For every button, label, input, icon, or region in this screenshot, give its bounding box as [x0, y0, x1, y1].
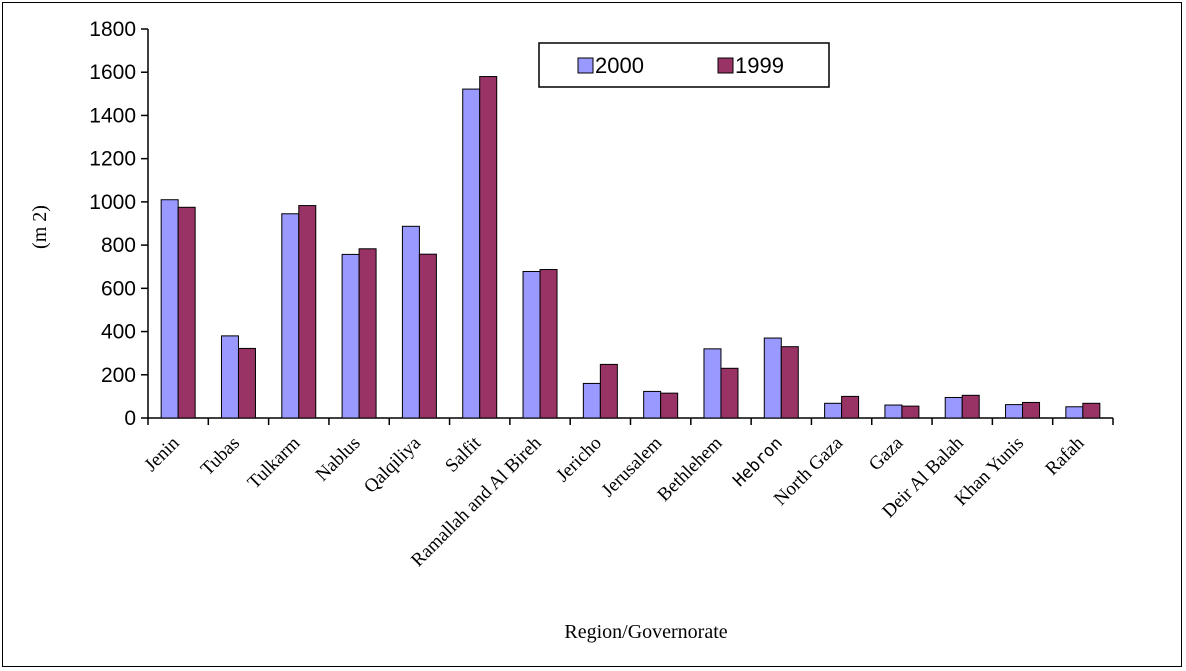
x-tick-label-group: Nablus — [312, 433, 365, 486]
bar-1999-jerusalem — [660, 392, 679, 419]
bar-1999-tulkarm — [298, 205, 317, 419]
y-tick-label: 1200 — [89, 148, 136, 171]
bar-1999-gaza — [901, 405, 920, 419]
x-tick-label: Nablus — [312, 433, 365, 486]
y-axis-title: (m 2) — [29, 205, 51, 249]
bar-2000-qalqiliya — [401, 225, 420, 419]
x-tick-label-group: Tubas — [197, 433, 244, 480]
x-tick-label-group: Rafah — [1041, 432, 1088, 479]
y-tick-label: 400 — [101, 321, 136, 344]
bar-2000-jericho — [582, 382, 601, 419]
x-tick-label: Salfit — [441, 432, 485, 476]
bar-1999-nablus — [358, 248, 377, 419]
x-tick-label-group: Bethlehem — [653, 433, 726, 506]
bar-1999-hebron — [780, 346, 799, 419]
legend-swatch-2000 — [577, 57, 594, 74]
x-tick-label: Jenin — [140, 432, 184, 476]
x-tick-label: Rafah — [1041, 432, 1088, 479]
x-tick-label: Gaza — [865, 432, 908, 475]
x-tick-label: Hebron — [729, 433, 787, 491]
legend: 2000 1999 — [538, 42, 830, 88]
x-tick-label: Tulkarm — [244, 433, 305, 494]
y-axis: 0 200 400 600 800 1000 1200 1400 1600 1800 — [89, 18, 149, 430]
bar-2000-jerusalem — [643, 390, 662, 419]
y-tick-label: 1000 — [89, 191, 136, 214]
bar-2000-tulkarm — [281, 213, 300, 419]
y-tick-label: 200 — [101, 364, 136, 387]
x-tick-label: Bethlehem — [653, 433, 726, 506]
y-tick-label: 1800 — [89, 18, 136, 41]
bars — [160, 76, 1101, 419]
bar-2000-khan-yunis — [1005, 404, 1024, 419]
bar-1999-north-gaza — [841, 395, 860, 419]
bar-2000-gaza — [884, 404, 903, 419]
x-tick-label-group: Hebron — [729, 433, 787, 491]
bar-1999-salfit — [479, 76, 498, 419]
bar-1999-khan-yunis — [1022, 401, 1041, 419]
bar-1999-jenin — [177, 206, 196, 419]
bar-2000-bethlehem — [703, 348, 722, 419]
y-axis-title-text: (m 2) — [29, 205, 51, 249]
bar-2000-deir-al-balah — [944, 396, 963, 419]
x-tick-label: Tubas — [197, 433, 244, 480]
x-tick-label: Jericho — [552, 433, 606, 487]
bar-2000-salfit — [462, 88, 481, 419]
bar-2000-jenin — [160, 199, 179, 419]
bar-1999-qalqiliya — [418, 253, 437, 419]
x-tick-label-group: Tulkarm — [244, 433, 305, 494]
bar-2000-north-gaza — [824, 402, 843, 419]
x-tick-label-group: Salfit — [441, 432, 485, 476]
bar-1999-tubas — [237, 347, 256, 419]
x-axis-title: Region/Governorate — [564, 621, 727, 643]
y-tick-label: 600 — [101, 277, 136, 300]
x-tick-label-group: Qalqiliya — [360, 432, 425, 497]
bar-1999-jericho — [599, 363, 618, 419]
y-tick-label: 1400 — [89, 104, 136, 127]
y-tick-label: 1600 — [89, 61, 136, 84]
y-tick-label: 0 — [124, 407, 136, 430]
x-tick-label-group: Gaza — [865, 432, 908, 475]
bar-1999-bethlehem — [720, 367, 739, 419]
legend-swatch-1999 — [717, 57, 734, 74]
bar-1999-rafah — [1082, 402, 1101, 419]
x-tick-label-group: Jericho — [552, 433, 606, 487]
bar-2000-tubas — [220, 335, 239, 419]
bar-2000-nablus — [341, 253, 360, 419]
bar-2000-rafah — [1065, 406, 1084, 419]
legend-label-1999: 1999 — [735, 53, 784, 78]
x-tick-label-group: Jenin — [140, 432, 184, 476]
bar-1999-ramallah-and-al-bireh — [539, 269, 558, 419]
legend-label-2000: 2000 — [595, 53, 644, 78]
bar-2000-ramallah-and-al-bireh — [522, 270, 541, 419]
bar-1999-deir-al-balah — [961, 394, 980, 419]
y-tick-label: 800 — [101, 234, 136, 257]
x-tick-label: Qalqiliya — [360, 432, 425, 497]
bar-2000-hebron — [763, 337, 782, 419]
legend-box — [538, 42, 830, 88]
